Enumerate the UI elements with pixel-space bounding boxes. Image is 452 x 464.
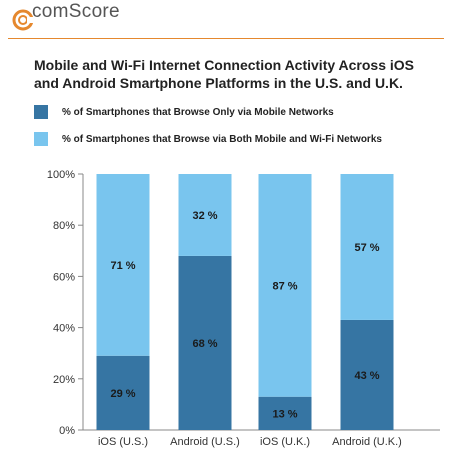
legend-item-mobile-only: % of Smartphones that Browse Only via Mo… [34, 104, 334, 120]
data-label: 71 % [110, 260, 135, 272]
legend-swatch-mobile-wifi [34, 132, 48, 146]
brand-name: comScore [32, 1, 120, 22]
data-label: 87 % [272, 280, 297, 292]
legend-label-mobile-wifi: % of Smartphones that Browse via Both Mo… [62, 133, 382, 145]
comscore-logo-icon [12, 9, 34, 31]
legend-item-mobile-wifi: % of Smartphones that Browse via Both Mo… [34, 131, 382, 147]
data-label: 68 % [192, 338, 217, 350]
bar-segment-mobile-only [258, 396, 312, 430]
chart-title: Mobile and Wi-Fi Internet Connection Act… [34, 57, 414, 91]
y-tick-label: 40% [53, 323, 75, 335]
legend-label-mobile-only: % of Smartphones that Browse Only via Mo… [62, 106, 334, 118]
data-label: 29 % [110, 388, 135, 400]
bar-segment-mobile-wifi [96, 174, 150, 356]
legend-swatch-mobile-only [34, 105, 48, 119]
y-tick-label: 100% [47, 169, 75, 181]
x-tick-label: iOS (U.K.) [260, 436, 310, 448]
y-tick-label: 60% [53, 271, 75, 283]
data-label: 13 % [272, 408, 297, 420]
data-label: 43 % [354, 370, 379, 382]
header-divider [8, 38, 444, 39]
data-label: 32 % [192, 210, 217, 222]
y-tick-label: 80% [53, 220, 75, 232]
y-tick-label: 20% [53, 374, 75, 386]
bar-segment-mobile-only [340, 319, 394, 430]
bar-segment-mobile-only [178, 255, 232, 430]
bar-segment-mobile-only [96, 355, 150, 430]
x-tick-label: Android (U.S.) [170, 436, 240, 448]
bar-segment-mobile-wifi [340, 174, 394, 320]
data-label: 57 % [354, 242, 379, 254]
y-tick-label: 0% [59, 425, 75, 437]
bar-segment-mobile-wifi [258, 174, 312, 397]
bar-segment-mobile-wifi [178, 174, 232, 256]
x-tick-label: iOS (U.S.) [98, 436, 148, 448]
x-tick-label: Android (U.K.) [332, 436, 402, 448]
